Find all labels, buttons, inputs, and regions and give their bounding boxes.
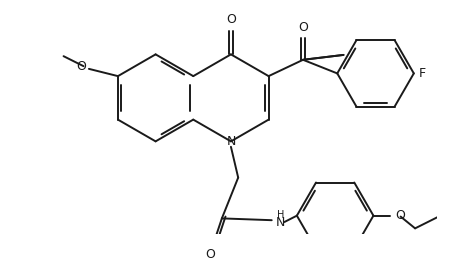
Text: O: O: [77, 60, 87, 73]
Text: N: N: [226, 135, 235, 148]
Text: O: O: [226, 13, 236, 26]
Text: O: O: [298, 21, 308, 34]
Text: H: H: [277, 210, 284, 220]
Text: F: F: [419, 67, 426, 80]
Text: N: N: [275, 216, 285, 229]
Text: O: O: [205, 248, 215, 258]
Text: O: O: [395, 209, 405, 222]
